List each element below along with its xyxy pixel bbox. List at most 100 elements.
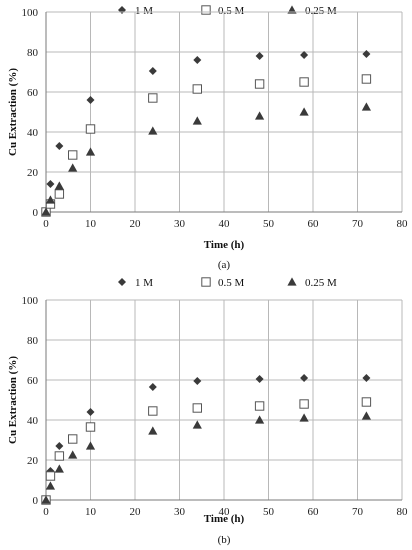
data-point-diamond (193, 56, 202, 64)
legend-label: 0.5 M (218, 5, 245, 17)
x-tick-label: 30 (174, 506, 186, 518)
data-point-triangle (299, 107, 309, 116)
grid (46, 11, 403, 212)
data-point-square (54, 451, 65, 461)
data-point-diamond (193, 377, 202, 385)
x-tick-label: 40 (219, 506, 231, 518)
data-points (41, 374, 372, 505)
panel-label: (a) (218, 259, 231, 271)
data-point-diamond (46, 180, 55, 188)
data-point-square (192, 84, 203, 94)
data-point-diamond (362, 374, 371, 382)
legend-marker-triangle (287, 277, 297, 286)
x-tick-label: 70 (352, 506, 364, 518)
data-point-triangle (148, 126, 158, 135)
data-point-triangle (361, 102, 371, 111)
data-point-triangle (41, 207, 51, 216)
x-axis-title: Time (h) (204, 513, 245, 525)
data-point-diamond (55, 142, 64, 150)
data-point-square (148, 406, 158, 416)
data-point-square (148, 93, 158, 103)
x-tick-label: 40 (219, 218, 231, 230)
legend-marker-square (201, 5, 211, 15)
data-point-triangle (45, 195, 56, 204)
legend-marker-diamond (118, 6, 126, 14)
legend-item-0-5m: 0.5 M (201, 277, 245, 289)
grid (46, 299, 403, 500)
legend-marker-triangle (287, 277, 297, 286)
legend: 1 M 0.5 M 0.25 M (118, 5, 337, 17)
x-tick-label: 60 (308, 218, 320, 230)
x-tick-label: 80 (397, 218, 409, 230)
x-tick-label: 20 (130, 506, 142, 518)
data-point-diamond (300, 51, 309, 59)
data-point-triangle (45, 481, 56, 490)
x-tick-label: 0 (43, 218, 49, 230)
x-axis-title: Time (h) (204, 239, 245, 251)
data-point-triangle (299, 413, 309, 422)
data-point-square (85, 124, 96, 134)
x-tick-label: 50 (263, 218, 275, 230)
x-tick-label: 80 (397, 506, 409, 518)
y-tick-label: 20 (27, 167, 39, 179)
panel-label: (b) (218, 534, 231, 546)
x-tick-label: 20 (130, 218, 142, 230)
legend-item-0-25m: 0.25 M (287, 5, 337, 17)
axes (45, 300, 402, 501)
chart-panel-a: 1 M 0.5 M 0.25 M 0 10 20 30 40 50 60 70 80 0 20 40 6… (7, 5, 408, 271)
data-point-square (85, 422, 96, 432)
legend-marker-square (201, 277, 211, 287)
y-axis-title: Cu Extraction (%) (7, 68, 19, 156)
y-tick-label: 0 (33, 495, 39, 507)
legend-label: 0.25 M (305, 5, 337, 17)
legend-item-1m: 1 M (118, 277, 153, 289)
data-point-square (68, 150, 78, 160)
data-point-square (361, 74, 372, 84)
data-point-diamond (148, 383, 157, 391)
data-point-diamond (255, 52, 264, 60)
data-point-square (254, 79, 265, 89)
data-point-triangle (68, 163, 78, 172)
y-tick-label: 100 (22, 295, 39, 307)
y-tick-label: 40 (27, 415, 39, 427)
legend-item-0-5m: 0.5 M (201, 5, 245, 17)
x-tick-label: 10 (85, 218, 97, 230)
tick-labels: 0 10 20 30 40 50 60 70 80 0 20 40 60 80 100 (22, 295, 409, 518)
data-point-diamond (86, 408, 95, 416)
x-tick-label: 60 (308, 506, 320, 518)
y-tick-label: 80 (27, 47, 39, 59)
legend: 1 M 0.5 M 0.25 M (118, 277, 337, 289)
data-point-square (299, 77, 309, 87)
data-point-square (192, 403, 203, 413)
data-point-triangle (85, 147, 96, 156)
data-point-square (299, 399, 309, 409)
data-point-diamond (300, 374, 309, 382)
data-point-square (254, 401, 265, 411)
data-point-square (361, 397, 372, 407)
data-point-triangle (192, 420, 202, 429)
data-point-square (54, 189, 65, 199)
data-point-square (68, 434, 78, 444)
legend-marker-square (201, 5, 211, 15)
data-point-square (45, 471, 56, 481)
data-point-triangle (54, 464, 64, 473)
data-point-triangle (68, 450, 78, 459)
data-point-triangle (54, 181, 64, 190)
data-point-triangle (148, 426, 158, 435)
data-point-diamond (362, 50, 371, 58)
data-point-triangle (255, 111, 265, 120)
legend-marker-diamond (118, 6, 126, 14)
axes (45, 12, 402, 213)
legend-label: 0.25 M (305, 277, 337, 289)
legend-marker-diamond (118, 278, 126, 286)
legend-label: 1 M (135, 277, 153, 289)
data-point-diamond (255, 375, 264, 383)
x-tick-label: 30 (174, 218, 186, 230)
y-tick-label: 100 (22, 7, 39, 19)
y-tick-label: 40 (27, 127, 39, 139)
x-tick-label: 50 (263, 506, 275, 518)
y-tick-label: 60 (27, 375, 39, 387)
legend-marker-square (201, 277, 211, 287)
y-tick-label: 20 (27, 455, 39, 467)
data-point-diamond (148, 67, 157, 75)
